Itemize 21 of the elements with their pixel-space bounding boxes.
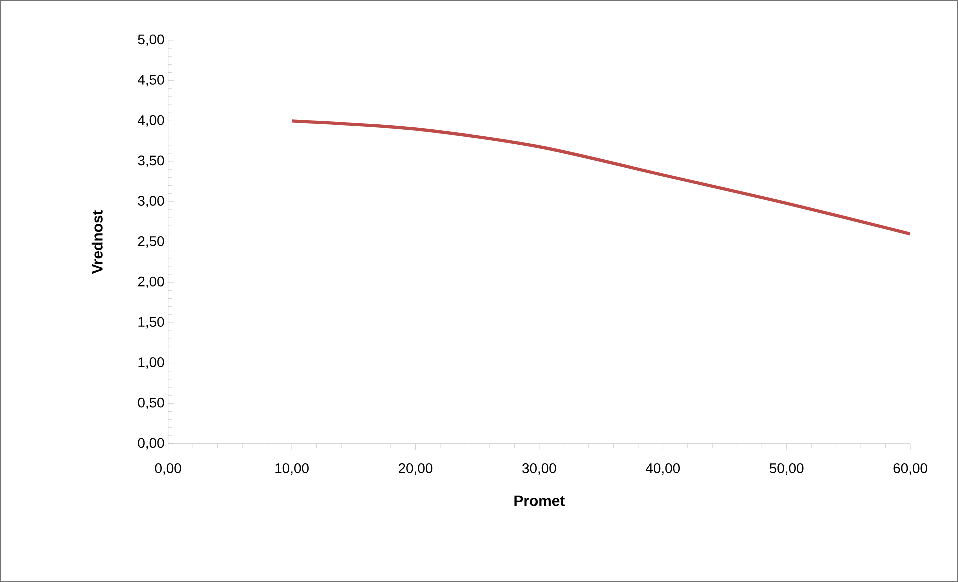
x-tick-label: 20,00: [399, 463, 433, 475]
line-series: [290, 119, 911, 236]
y-tick-label: 5,00: [138, 34, 164, 46]
y-tick-label: 1,00: [138, 357, 164, 369]
x-tick-label: 30,00: [522, 463, 556, 475]
y-tick-label: 3,00: [138, 196, 164, 208]
y-tick-label: 1,50: [138, 317, 164, 329]
y-tick-label: 4,50: [138, 74, 164, 86]
x-tick-label: 50,00: [770, 463, 804, 475]
y-tick-label: 2,50: [138, 236, 164, 248]
y-tick-label: 2,00: [138, 276, 164, 288]
y-axis-title: Vrednost: [92, 210, 103, 274]
x-tick-label: 0,00: [155, 463, 182, 475]
y-tick-label: 3,50: [138, 156, 164, 168]
x-axis-title: Promet: [514, 496, 565, 506]
y-tick-label: 0,00: [138, 438, 164, 450]
y-tick-label: 0,50: [138, 398, 164, 410]
x-tick-label: 60,00: [894, 463, 928, 475]
x-tick-label: 10,00: [276, 463, 309, 475]
y-tick-label: 4,00: [138, 115, 164, 127]
x-tick-label: 40,00: [646, 463, 680, 475]
